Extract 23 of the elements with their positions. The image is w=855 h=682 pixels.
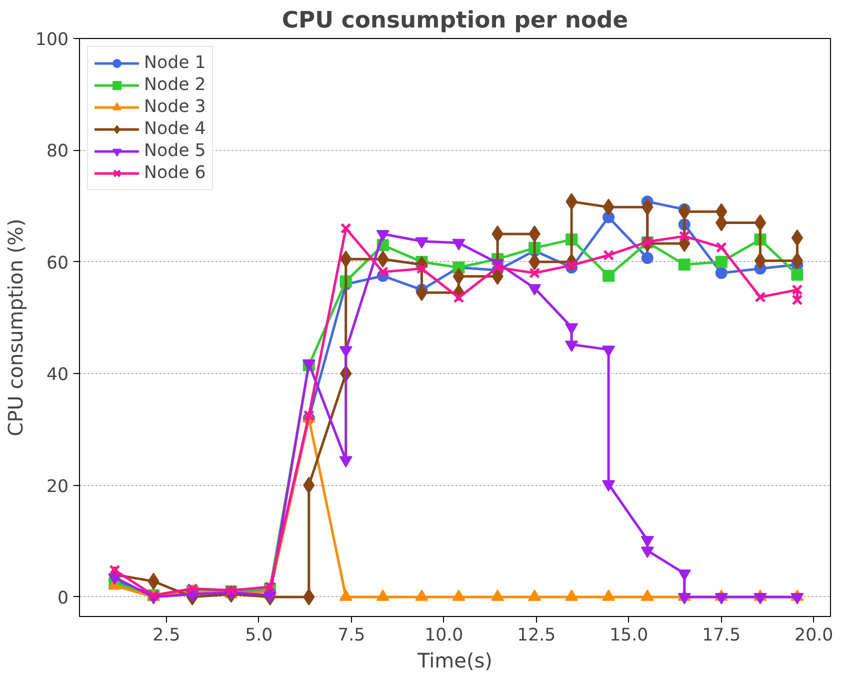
x-tick-label: 20.0 [794,626,834,646]
legend-label: Node 6 [144,163,206,183]
x-tick-label: 5.0 [245,626,273,646]
x-tick-label: 2.5 [152,626,180,646]
x-tick-label: 12.5 [517,626,556,646]
y-tick-label: 80 [46,142,69,162]
legend-label: Node 4 [144,119,206,139]
chart-title: CPU consumption per node [282,8,628,34]
y-tick-label: 100 [35,30,69,50]
legend-label: Node 5 [144,141,206,161]
legend-label: Node 3 [144,97,206,117]
x-tick-label: 7.5 [338,626,366,646]
x-axis-title: Time(s) [416,648,492,672]
x-tick-label: 17.5 [702,626,741,646]
x-tick-label: 15.0 [610,626,648,646]
y-tick-label: 60 [46,253,69,274]
y-tick-label: 20 [46,476,69,497]
legend-label: Node 1 [144,53,206,73]
y-tick-label: 0 [57,588,69,608]
y-axis-title: CPU consumption (%) [3,218,28,436]
y-tick-label: 40 [46,365,69,386]
legend-label: Node 2 [144,75,206,95]
x-tick-label: 10.0 [424,626,464,646]
